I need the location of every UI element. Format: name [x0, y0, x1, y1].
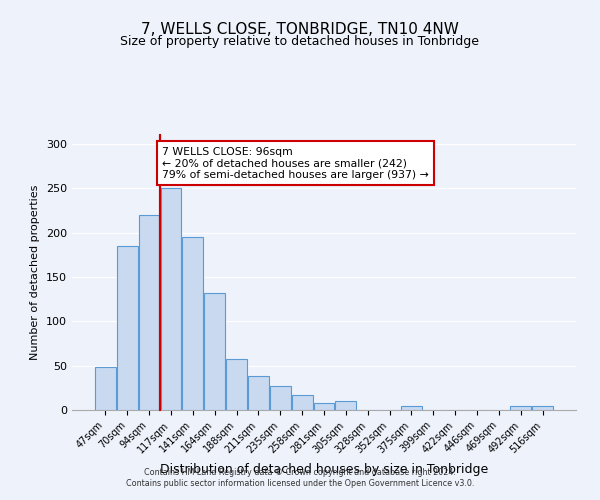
Bar	[314, 403, 334, 410]
Bar	[161, 188, 181, 410]
X-axis label: Distribution of detached houses by size in Tonbridge: Distribution of detached houses by size …	[160, 463, 488, 476]
Y-axis label: Number of detached properties: Number of detached properties	[31, 185, 40, 360]
Text: 7 WELLS CLOSE: 96sqm
← 20% of detached houses are smaller (242)
79% of semi-deta: 7 WELLS CLOSE: 96sqm ← 20% of detached h…	[162, 146, 429, 180]
Text: 7, WELLS CLOSE, TONBRIDGE, TN10 4NW: 7, WELLS CLOSE, TONBRIDGE, TN10 4NW	[141, 22, 459, 38]
Bar	[248, 376, 269, 410]
Text: Contains HM Land Registry data © Crown copyright and database right 2024.
Contai: Contains HM Land Registry data © Crown c…	[126, 468, 474, 487]
Bar	[204, 293, 225, 410]
Bar	[292, 395, 313, 410]
Bar	[511, 406, 531, 410]
Bar	[117, 246, 137, 410]
Bar	[335, 401, 356, 410]
Bar	[139, 215, 160, 410]
Bar	[401, 406, 422, 410]
Bar	[95, 368, 116, 410]
Bar	[226, 360, 247, 410]
Bar	[270, 386, 290, 410]
Text: Size of property relative to detached houses in Tonbridge: Size of property relative to detached ho…	[121, 35, 479, 48]
Bar	[532, 406, 553, 410]
Bar	[182, 237, 203, 410]
